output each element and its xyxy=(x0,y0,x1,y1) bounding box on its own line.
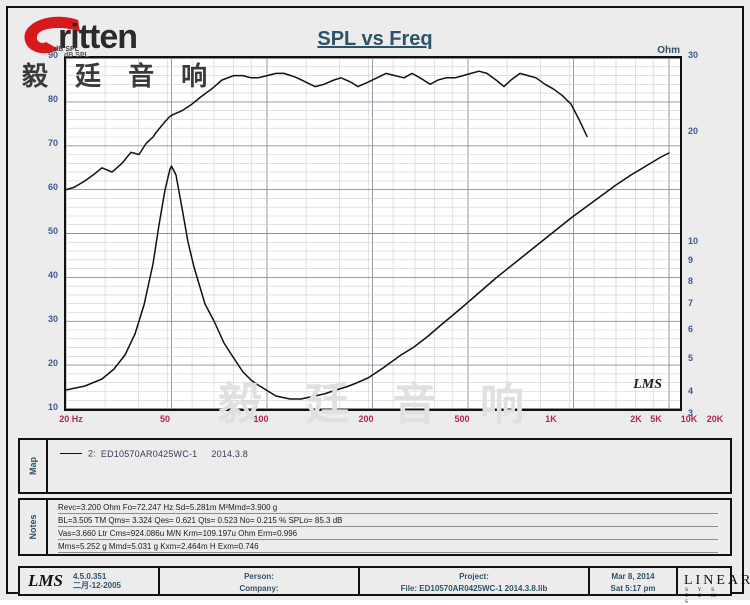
y2-tick-3: 3 xyxy=(688,408,694,418)
grid-horizontal-major xyxy=(66,58,680,409)
notes-line-2: BL=3.505 TM Qms= 3.324 Qes= 0.621 Qts= 0… xyxy=(58,516,718,527)
x-tick-200: 200 xyxy=(358,414,374,424)
footer-date: Mar 8, 2014 xyxy=(611,572,655,581)
footer-build-date: 二月-12-2005 xyxy=(72,581,121,590)
y-tick-90: 90 xyxy=(47,50,58,60)
page-title: SPL vs Freq xyxy=(317,28,433,50)
footer-date-cell: Mar 8, 2014 Sat 5:17 pm xyxy=(590,568,678,594)
notes-line-3: Vas=3.660 Ltr Cms=924.086u M/N Krm=109.1… xyxy=(58,529,718,540)
x-tick-2k: 2K xyxy=(630,414,642,424)
chart-plot-area[interactable]: LMS xyxy=(64,56,682,411)
legend-index: 2: xyxy=(88,448,96,459)
y2-tick-7: 7 xyxy=(688,298,694,308)
spl-curve xyxy=(66,70,588,191)
y2-tick-6: 6 xyxy=(688,324,694,334)
footer-company-label: Company: xyxy=(239,584,279,593)
legend-date: 2014.3.8 xyxy=(211,448,248,459)
x-tick-500: 500 xyxy=(454,414,470,424)
y-tick-40: 40 xyxy=(47,270,58,280)
footer-project-cell: Project: File: ED10570AR0425WC-1 2014.3.… xyxy=(360,568,590,594)
left-axis-title: dB SPL xyxy=(54,46,79,53)
y2-tick-4: 4 xyxy=(688,386,694,396)
footer-file-label: File: ED10570AR0425WC-1 2014.3.8.lib xyxy=(400,584,548,593)
x-tick-100: 100 xyxy=(253,414,269,424)
y-tick-60: 60 xyxy=(47,182,58,192)
report-frame: ritten dB SPL SPL vs Freq Ohm xyxy=(6,6,750,605)
notes-panel: Notes Revc=3.200 Ohm Fo=72.247 Hz Sd=5.2… xyxy=(18,498,732,556)
y2-tick-10: 10 xyxy=(688,236,699,246)
logo-wordmark: ritten xyxy=(58,18,138,56)
logo-e-mark xyxy=(24,16,80,54)
map-label-text: Map xyxy=(28,457,38,475)
footer-time: Sat 5:17 pm xyxy=(610,584,656,593)
footer-project-label: Project: xyxy=(459,572,489,581)
x-tick-20hz: 20 Hz xyxy=(59,414,83,424)
y2-tick-30: 30 xyxy=(688,50,699,60)
footer-person-cell: Person: Company: xyxy=(160,568,360,594)
grid-horizontal-minor xyxy=(66,66,680,401)
footer-version: 4.5.0.351 xyxy=(72,571,107,581)
notes-panel-label: Notes xyxy=(20,500,48,554)
y-tick-80: 80 xyxy=(47,94,58,104)
x-tick-1k: 1K xyxy=(545,414,557,424)
eritten-logo: ritten dB SPL xyxy=(22,16,212,62)
y2-tick-9: 9 xyxy=(688,255,694,265)
footer-brand-cell: LINEARX S Y S T E M S xyxy=(678,568,750,605)
plot-lms-watermark: LMS xyxy=(633,377,662,392)
spl-impedance-chart xyxy=(66,58,680,409)
notes-line-4: Mms=5.252 g Mmd=5.031 g Kxm=2.464m H Exm… xyxy=(58,542,718,553)
x-tick-20k: 20K xyxy=(706,414,724,424)
y-tick-30: 30 xyxy=(47,314,58,324)
x-tick-5k: 5K xyxy=(650,414,662,424)
notes-label-text: Notes xyxy=(28,514,38,540)
legend-entry-1[interactable]: 2: ED10570AR0425WC-1 2014.3.8 xyxy=(60,448,248,459)
linearx-brand-sub: S Y S T E M S xyxy=(685,587,721,605)
logo-subtext: dB SPL xyxy=(64,52,89,59)
legend-name: ED10570AR0425WC-1 xyxy=(100,448,198,459)
map-panel: Map 2: ED10570AR0425WC-1 2014.3.8 xyxy=(18,438,732,494)
y-tick-10: 10 xyxy=(47,402,58,412)
footer-version-block: 4.5.0.351 二月-12-2005 xyxy=(73,572,121,590)
map-panel-label: Map xyxy=(20,440,48,492)
legend-line-swatch xyxy=(60,453,82,455)
y-tick-50: 50 xyxy=(47,226,58,236)
impedance-curve xyxy=(66,152,670,400)
footer-version-cell: LMS 4.5.0.351 二月-12-2005 xyxy=(20,568,160,594)
linearx-brand: LINEARX xyxy=(684,571,750,589)
linearx-brand-text: LINEAR xyxy=(684,573,750,588)
y2-tick-5: 5 xyxy=(688,353,694,363)
footer-person-label: Person: xyxy=(244,572,274,581)
y-tick-20: 20 xyxy=(47,358,58,368)
y-tick-70: 70 xyxy=(47,138,58,148)
y2-tick-20: 20 xyxy=(688,126,699,136)
x-tick-50: 50 xyxy=(159,414,170,424)
lms-logo: LMS xyxy=(28,571,63,590)
right-axis-title: Ohm xyxy=(657,45,680,56)
y2-tick-8: 8 xyxy=(688,276,694,286)
notes-line-1: Revc=3.200 Ohm Fo=72.247 Hz Sd=5.281m M²… xyxy=(58,503,718,514)
x-tick-10k: 10K xyxy=(680,414,698,424)
footer-bar: LMS 4.5.0.351 二月-12-2005 Person: Company… xyxy=(18,566,750,605)
